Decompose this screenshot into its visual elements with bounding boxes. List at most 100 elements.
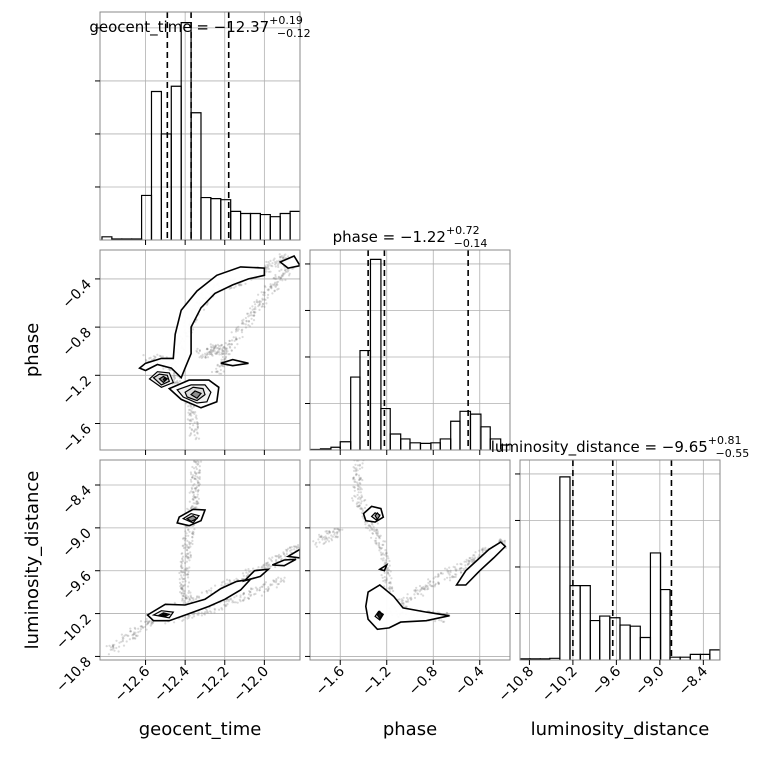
scatter-phase-vs-geocent_time-sample-664 (279, 277, 282, 280)
scatter-phase-vs-geocent_time-sample-648 (272, 277, 275, 280)
scatter-phase-vs-geocent_time-sample-422 (267, 264, 270, 267)
scatter-phase-vs-geocent_time-sample-767 (220, 353, 223, 356)
scatter-luminosity_distance-vs-phase-sample-431 (472, 554, 475, 557)
scatter-phase-vs-geocent_time-sample-583 (242, 318, 245, 321)
scatter-phase-vs-geocent_time-sample-652 (284, 269, 287, 272)
scatter-luminosity_distance-vs-phase-sample-285 (402, 602, 405, 605)
scatter-luminosity_distance-vs-geocent_time-sample-383 (226, 578, 229, 581)
scatter-luminosity_distance-vs-geocent_time-sample-496 (289, 549, 292, 552)
hist-luminosity_distance-bin-6 (579, 585, 591, 660)
scatter-luminosity_distance-vs-geocent_time-sample-29 (196, 481, 200, 484)
scatter-phase-vs-geocent_time-sample-533 (244, 323, 247, 326)
scatter-luminosity_distance-vs-phase-sample-184 (388, 559, 391, 563)
scatter-luminosity_distance-vs-phase-sample-161 (382, 543, 385, 547)
scatter-phase-vs-geocent_time-sample-780 (218, 351, 221, 354)
scatter-luminosity_distance-vs-geocent_time-sample-631 (249, 594, 252, 598)
scatter-phase-vs-geocent_time-sample-747 (212, 346, 215, 349)
scatter-phase-vs-geocent_time-sample-557 (237, 325, 240, 328)
scatter-luminosity_distance-vs-phase-sample-163 (383, 553, 386, 556)
scatter-luminosity_distance-vs-phase-sample-263 (317, 538, 320, 541)
scatter-luminosity_distance-vs-phase-sample-176 (381, 559, 384, 562)
scatter-luminosity_distance-vs-phase-sample-32 (356, 483, 360, 486)
scatter-luminosity_distance-vs-geocent_time-sample-61 (192, 493, 195, 497)
scatter-luminosity_distance-vs-phase-sample-127 (376, 522, 379, 525)
scatter-luminosity_distance-vs-geocent_time-sample-406 (247, 573, 250, 576)
scatter-phase-vs-geocent_time-sample-388 (234, 285, 237, 288)
scatter-luminosity_distance-vs-geocent_time-sample-722 (120, 633, 123, 636)
scatter-luminosity_distance-vs-geocent_time-sample-163 (191, 530, 194, 533)
scatter-phase-vs-geocent_time-sample-613 (261, 303, 264, 306)
scatter-luminosity_distance-vs-phase-sample-484 (503, 539, 507, 543)
scatter-luminosity_distance-vs-phase-sample-77 (360, 500, 363, 503)
scatter-phase-vs-geocent_time-sample-541 (236, 329, 239, 332)
scatter-phase-vs-geocent_time-sample-746 (205, 348, 208, 351)
scatter-luminosity_distance-vs-geocent_time-sample-43 (198, 477, 201, 481)
scatter-luminosity_distance-vs-phase-sample-272 (315, 545, 318, 548)
scatter-phase-vs-geocent_time-sample-588 (258, 308, 261, 311)
scatter-phase-vs-geocent_time-sample-477 (220, 372, 223, 375)
scatter-luminosity_distance-vs-geocent_time-sample-670 (275, 578, 278, 581)
scatter-phase-vs-geocent_time-sample-534 (235, 338, 238, 341)
scatter-phase-vs-geocent_time-sample-660 (285, 270, 288, 273)
scatter-luminosity_distance-vs-geocent_time-sample-33 (197, 484, 200, 487)
scatter-phase-vs-geocent_time-sample-707 (210, 353, 213, 356)
scatter-luminosity_distance-vs-geocent_time-sample-749 (147, 621, 150, 624)
scatter-luminosity_distance-vs-geocent_time-sample-340 (210, 589, 213, 592)
scatter-luminosity_distance-vs-geocent_time-sample-641 (239, 594, 242, 597)
scatter-luminosity_distance-vs-geocent_time-sample-37 (198, 476, 201, 479)
scatter-luminosity_distance-vs-geocent_time-sample-528 (173, 621, 176, 624)
scatter-luminosity_distance-vs-phase-sample-148 (384, 549, 387, 552)
scatter-luminosity_distance-vs-geocent_time-sample-156 (189, 545, 192, 548)
scatter-luminosity_distance-vs-phase-sample-203 (382, 579, 385, 583)
scatter-luminosity_distance-vs-phase-sample-13 (355, 467, 358, 470)
scatter-phase-vs-geocent_time-sample-65 (173, 374, 176, 377)
scatter-luminosity_distance-vs-geocent_time-sample-587 (204, 608, 208, 611)
scatter-luminosity_distance-vs-geocent_time-sample-653 (282, 579, 285, 582)
scatter-luminosity_distance-vs-phase-sample-290 (405, 600, 408, 603)
scatter-luminosity_distance-vs-geocent_time-sample-414 (240, 577, 244, 581)
scatter-phase-vs-geocent_time-sample-726 (197, 352, 200, 355)
scatter-luminosity_distance-vs-phase-sample-376 (447, 572, 450, 575)
scatter-phase-vs-geocent_time-sample-445 (267, 270, 271, 273)
scatter-phase-vs-geocent_time-sample-164 (190, 410, 193, 413)
scatter-luminosity_distance-vs-geocent_time-sample-649 (262, 583, 265, 586)
scatter-luminosity_distance-vs-geocent_time-sample-423 (264, 566, 267, 570)
hist-geocent_time-bin-11 (210, 198, 222, 240)
scatter-phase-vs-geocent_time-sample-771 (221, 348, 224, 351)
scatter-luminosity_distance-vs-phase-sample-14 (356, 464, 360, 467)
hist-geocent_time-bin-15 (249, 212, 261, 240)
scatter-phase-vs-geocent_time-sample-180 (189, 432, 193, 435)
scatter-luminosity_distance-vs-geocent_time-ytick-label-2: −9.6 (59, 568, 94, 603)
scatter-phase-vs-geocent_time-sample-442 (269, 259, 272, 262)
scatter-phase-vs-geocent_time-sample-594 (251, 308, 254, 311)
scatter-luminosity_distance-vs-geocent_time-sample-214 (181, 566, 184, 570)
scatter-phase-vs-geocent_time-sample-736 (214, 352, 217, 355)
scatter-phase-vs-geocent_time-sample-502 (221, 355, 224, 359)
scatter-luminosity_distance-vs-phase-sample-275 (325, 532, 329, 535)
scatter-luminosity_distance-vs-geocent_time-sample-22 (194, 460, 197, 463)
scatter-luminosity_distance-vs-phase-sample-340 (437, 581, 440, 584)
scatter-luminosity_distance-vs-geocent_time-sample-710 (132, 631, 136, 634)
scatter-luminosity_distance-vs-phase-sample-79 (359, 502, 363, 505)
scatter-phase-vs-geocent_time-sample-440 (266, 266, 269, 269)
scatter-luminosity_distance-vs-phase-sample-378 (448, 566, 451, 569)
scatter-phase-vs-geocent_time-sample-6 (161, 355, 164, 358)
scatter-luminosity_distance-vs-phase-sample-411 (458, 567, 462, 570)
scatter-luminosity_distance-vs-geocent_time-sample-237 (186, 573, 189, 576)
scatter-luminosity_distance-vs-geocent_time-sample-465 (268, 557, 271, 560)
scatter-luminosity_distance-vs-phase-sample-304 (409, 596, 413, 599)
scatter-phase-vs-geocent_time-sample-778 (220, 343, 223, 346)
scatter-phase-vs-geocent_time-frame (99, 249, 301, 451)
scatter-phase-vs-geocent_time-sample-468 (284, 253, 287, 256)
scatter-luminosity_distance-vs-geocent_time-sample-472 (284, 548, 288, 551)
scatter-luminosity_distance-vs-geocent_time-sample-676 (124, 633, 127, 636)
scatter-phase-vs-geocent_time-sample-750 (216, 351, 219, 354)
scatter-luminosity_distance-vs-geocent_time-sample-421 (270, 559, 273, 563)
scatter-luminosity_distance-vs-phase-sample-392 (464, 566, 467, 569)
hist-phase-title: phase = −1.22+0.72 −0.14 (333, 224, 488, 250)
hist-luminosity_distance-bin-8 (599, 615, 611, 660)
scatter-phase-vs-geocent_time-sample-368 (240, 284, 243, 287)
scatter-luminosity_distance-vs-phase-sample-279 (318, 541, 321, 544)
scatter-phase-vs-geocent_time-sample-560 (254, 311, 257, 314)
scatter-luminosity_distance-vs-geocent_time-sample-361 (205, 590, 208, 593)
